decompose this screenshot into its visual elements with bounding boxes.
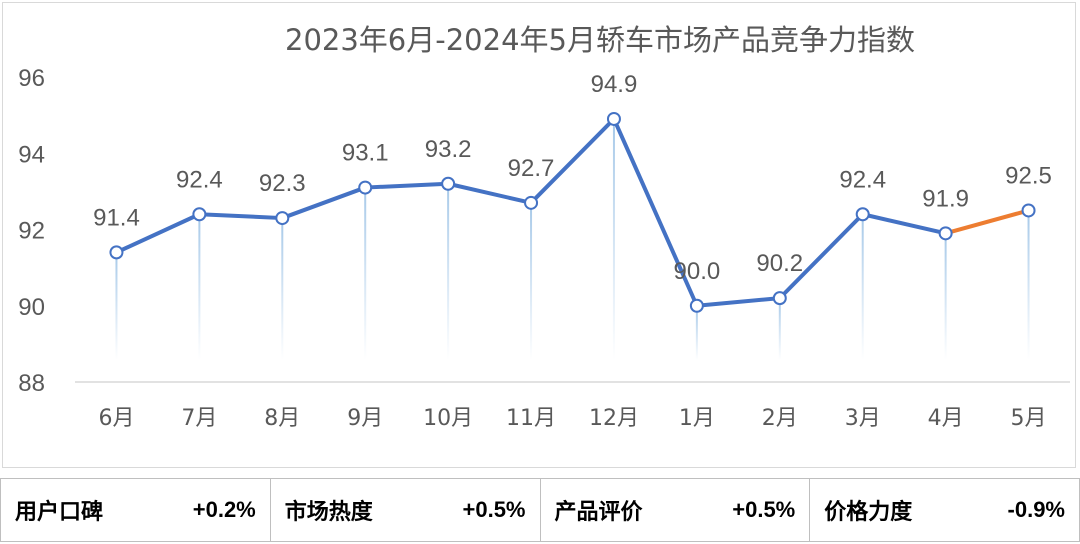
series-segment: [114, 212, 202, 255]
summary-cell-market-heat: 市场热度 +0.5%: [269, 478, 541, 542]
summary-label: 价格力度: [824, 500, 913, 525]
data-point: [606, 111, 621, 126]
x-tick-label: 4月: [928, 406, 964, 431]
data-label: 94.9: [591, 71, 638, 98]
data-point: [855, 207, 870, 222]
x-axis: 6月 7月 8月 9月 10月 11月 12月 1月 2月 3月 4月 5月: [98, 406, 1046, 431]
summary-label: 产品评价: [554, 500, 643, 525]
drop-line: [447, 183, 450, 360]
data-point: [524, 195, 539, 210]
data-label: 91.4: [93, 204, 140, 231]
x-tick-label: 6月: [98, 406, 134, 431]
drop-line: [695, 305, 698, 360]
x-tick-label: 7月: [181, 406, 217, 431]
summary-row: 用户口碑 +0.2% 市场热度 +0.5% 产品评价 +0.5% 价格力度 -0…: [0, 478, 1080, 542]
series-segment: [197, 212, 285, 221]
y-tick-label: 90: [18, 294, 45, 321]
data-point: [938, 226, 953, 241]
y-axis: 88 90 92 94 96: [18, 65, 45, 397]
data-label: 93.2: [425, 136, 472, 163]
drop-line: [364, 187, 367, 360]
series-segment: [777, 212, 865, 301]
summary-label: 用户口碑: [15, 500, 104, 525]
chart-frame: [2, 2, 1076, 468]
data-label: 92.5: [1005, 162, 1052, 189]
x-tick-label: 9月: [347, 406, 383, 431]
drop-line: [115, 252, 118, 360]
data-point: [358, 180, 373, 195]
data-point: [1021, 203, 1036, 218]
y-tick-label: 88: [18, 370, 45, 397]
y-tick-label: 94: [18, 141, 45, 168]
summary-table: 用户口碑 +0.2% 市场热度 +0.5% 产品评价 +0.5% 价格力度 -0…: [0, 478, 1080, 542]
data-label: 92.3: [259, 170, 306, 197]
y-tick-label: 92: [18, 218, 45, 245]
drop-line: [1027, 210, 1030, 360]
drop-line: [198, 214, 201, 360]
line-chart: 2023年6月-2024年5月轿车市场产品竞争力指数 88 90 92 94 96 91…: [18, 23, 1070, 431]
chart-title: 2023年6月-2024年5月轿车市场产品竞争力指数: [285, 23, 915, 57]
drop-lines: [115, 118, 1030, 360]
data-label: 92.4: [839, 166, 886, 193]
summary-value: -0.9%: [1007, 497, 1065, 522]
drop-line: [778, 298, 781, 360]
drop-line: [944, 233, 947, 360]
series-line: [114, 116, 1031, 308]
drop-line: [530, 202, 533, 360]
x-tick-label: 10月: [423, 406, 473, 431]
summary-value: +0.5%: [462, 497, 526, 522]
drop-line: [861, 214, 864, 360]
data-labels: 91.4 92.4 92.3 93.1 93.2 92.7 94.9 90.0 90.2 92.4…: [93, 71, 1052, 285]
data-point: [275, 211, 290, 226]
series-segment: [280, 185, 368, 221]
summary-value: +0.5%: [732, 497, 796, 522]
drop-line: [612, 118, 615, 360]
x-tick-label: 12月: [589, 406, 639, 431]
summary-label: 市场热度: [284, 500, 373, 525]
x-tick-label: 8月: [264, 406, 300, 431]
summary-value: +0.2%: [192, 497, 256, 522]
data-point: [109, 245, 124, 260]
series-segment: [860, 212, 948, 236]
data-label: 91.9: [922, 185, 969, 212]
summary-cell-price-strength: 价格力度 -0.9%: [809, 478, 1080, 542]
data-label: 90.0: [674, 258, 721, 285]
x-tick-label: 5月: [1011, 406, 1047, 431]
summary-cell-product-review: 产品评价 +0.5%: [539, 478, 811, 542]
data-label: 90.2: [756, 250, 803, 277]
series-segment: [694, 296, 782, 308]
series-markers: [109, 111, 1036, 313]
data-point: [772, 291, 787, 306]
data-point: [441, 176, 456, 191]
series-segment: [611, 116, 699, 308]
data-label: 92.4: [176, 166, 223, 193]
series-segment: [943, 208, 1031, 236]
series-segment: [446, 181, 534, 205]
data-label: 92.7: [508, 155, 555, 182]
drop-line: [281, 218, 284, 360]
summary-cell-user-reputation: 用户口碑 +0.2%: [0, 478, 271, 542]
data-label: 93.1: [342, 140, 389, 167]
x-tick-label: 2月: [762, 406, 798, 431]
series-segment: [529, 116, 616, 205]
series-segment: [363, 181, 451, 190]
y-tick-label: 96: [18, 65, 45, 92]
data-point: [192, 207, 207, 222]
data-point: [689, 298, 704, 313]
x-tick-label: 1月: [679, 406, 715, 431]
x-tick-label: 3月: [845, 406, 881, 431]
x-tick-label: 11月: [506, 406, 556, 431]
